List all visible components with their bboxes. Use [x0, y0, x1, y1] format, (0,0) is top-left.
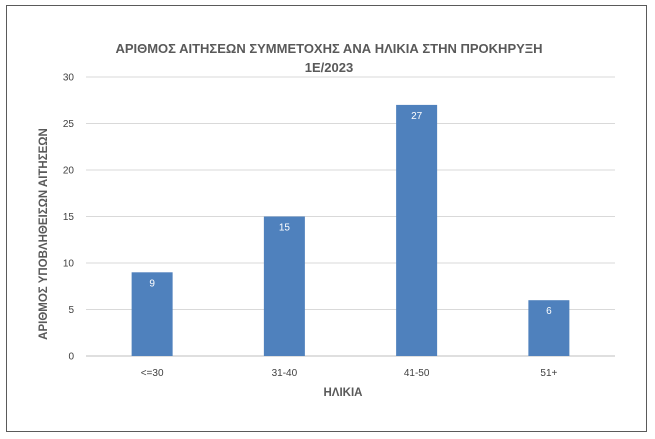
- gridlines: [86, 76, 615, 357]
- x-tick-label: <=30: [141, 368, 164, 379]
- chart-title-line-1: ΑΡΙΘΜΟΣ ΑΙΤΗΣΕΩΝ ΣΥΜΜΕΤΟΧΗΣ ΑΝΑ ΗΛΙΚΙΑ Σ…: [115, 41, 542, 56]
- y-tick-label: 30: [63, 73, 75, 84]
- y-tick-label: 15: [63, 212, 75, 223]
- bar-3: [396, 104, 438, 357]
- chart-title-line-2: 1Ε/2023: [305, 60, 353, 75]
- bar-data-label: 15: [279, 223, 291, 234]
- y-tick-label: 25: [63, 119, 75, 130]
- y-tick-label: 20: [63, 166, 75, 177]
- y-tick-label: 10: [63, 259, 75, 270]
- x-tick-label: 31-40: [272, 368, 298, 379]
- bar-1: [131, 272, 173, 356]
- bar-2: [263, 216, 305, 356]
- bar-data-label: 27: [411, 111, 423, 122]
- x-tick-label: 41-50: [404, 368, 430, 379]
- bar-chart: ΑΡΙΘΜΟΣ ΑΙΤΗΣΕΩΝ ΣΥΜΜΕΤΟΧΗΣ ΑΝΑ ΗΛΙΚΙΑ Σ…: [38, 41, 615, 399]
- y-tick-label: 0: [68, 352, 74, 363]
- y-tick-label: 5: [68, 305, 74, 316]
- bars: 9 15 27 6: [131, 104, 570, 357]
- x-axis-title: ΗΛΙΚΙΑ: [324, 387, 363, 399]
- bar-4: [528, 300, 570, 356]
- bar-data-label: 9: [149, 278, 155, 289]
- x-axis-ticks: <=30 31-40 41-50 51+: [141, 368, 558, 379]
- bar-data-label: 6: [546, 306, 552, 317]
- y-axis-title: ΑΡΙΘΜΟΣ ΥΠΟΒΛΗΘΕΙΣΩΝ ΑΙΤΗΣΕΩΝ: [38, 128, 50, 340]
- y-axis-ticks: 0 5 10 15 20 25 30: [63, 73, 75, 363]
- chart-frame: ΑΡΙΘΜΟΣ ΑΙΤΗΣΕΩΝ ΣΥΜΜΕΤΟΧΗΣ ΑΝΑ ΗΛΙΚΙΑ Σ…: [6, 5, 647, 432]
- x-tick-label: 51+: [540, 368, 557, 379]
